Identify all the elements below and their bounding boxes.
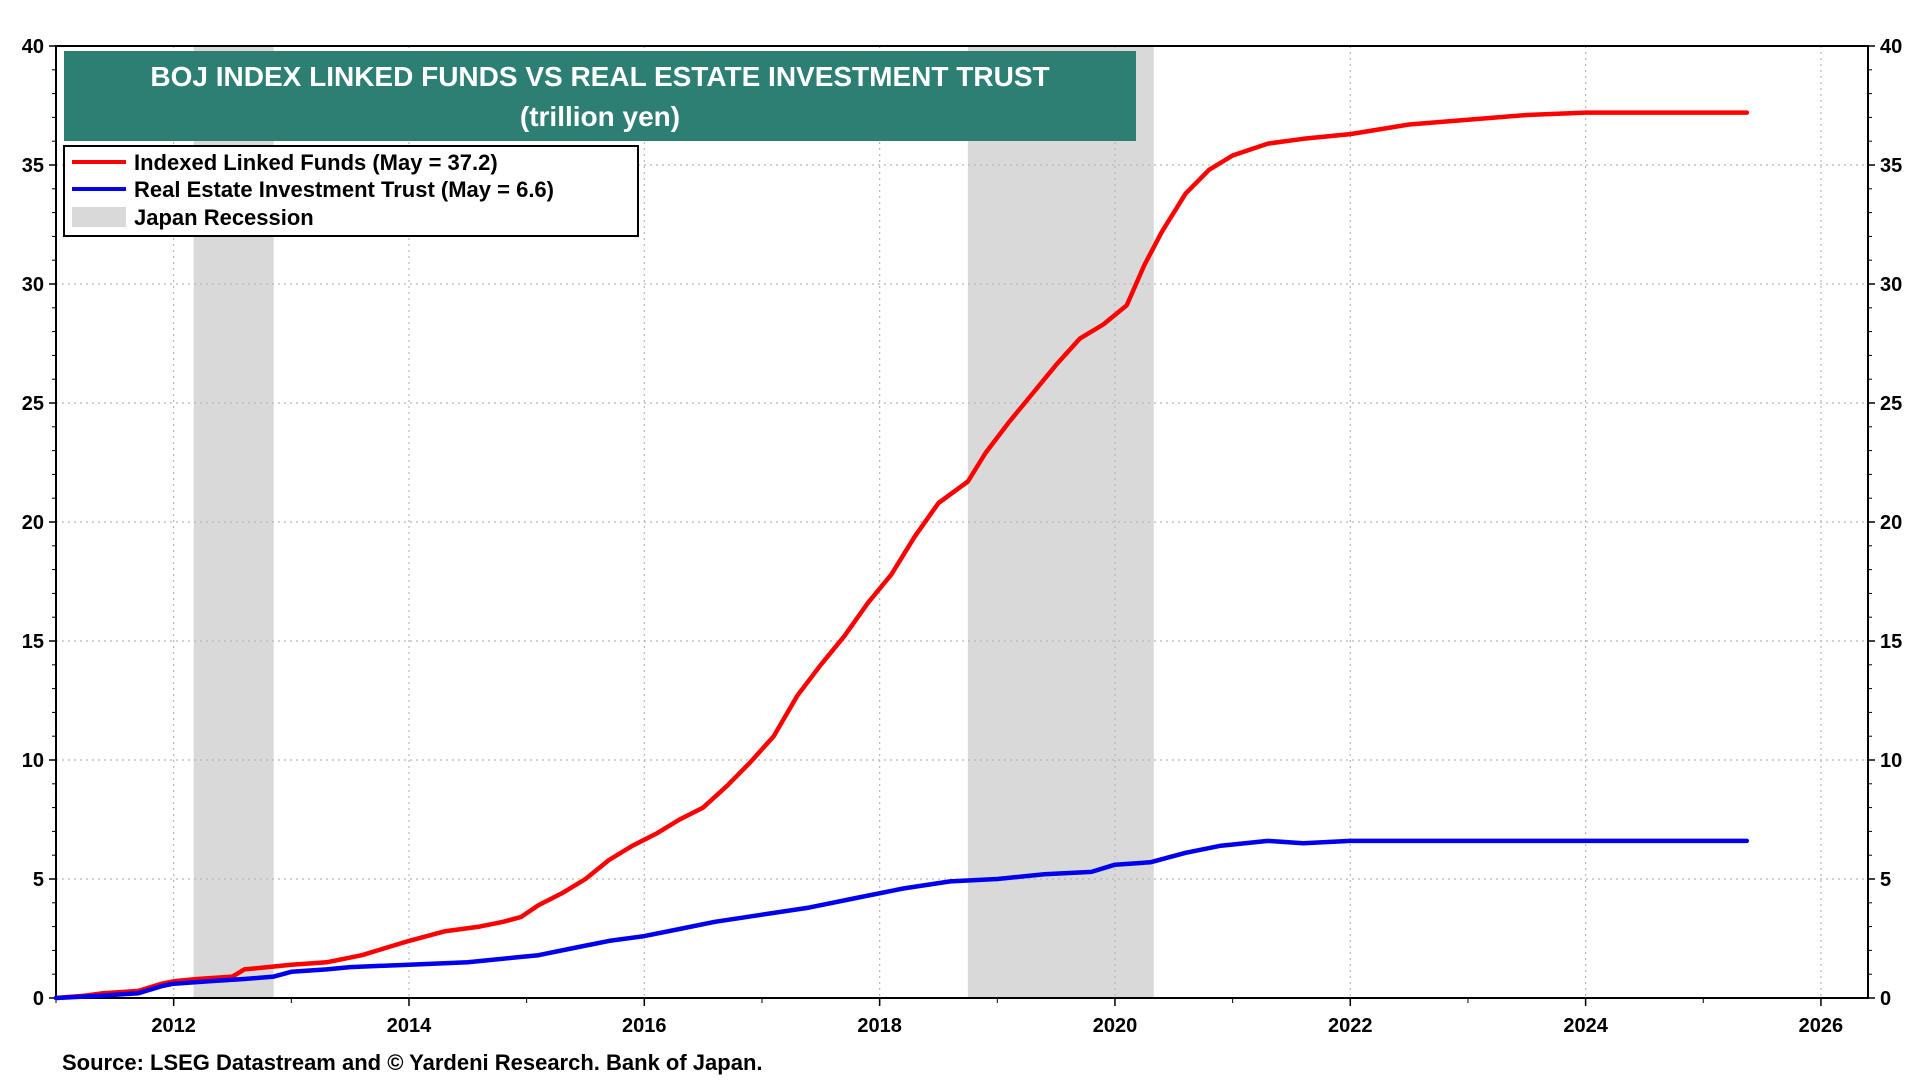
source-note: Source: LSEG Datastream and © Yardeni Re… xyxy=(62,1050,763,1075)
y-tick-label-left: 25 xyxy=(22,393,44,415)
x-tick-label: 2026 xyxy=(1799,1015,1844,1037)
y-tick-label-left: 40 xyxy=(22,36,44,58)
x-tick-label: 2012 xyxy=(151,1015,196,1037)
y-tick-label-right: 15 xyxy=(1880,631,1902,653)
y-tick-label-right: 40 xyxy=(1880,36,1902,58)
x-tick-label: 2018 xyxy=(857,1015,902,1037)
x-tick-label: 2016 xyxy=(622,1015,667,1037)
chart-subtitle: (trillion yen) xyxy=(520,101,680,132)
y-tick-label-left: 20 xyxy=(22,512,44,534)
y-tick-label-left: 5 xyxy=(33,869,44,891)
legend-label-reit: Real Estate Investment Trust (May = 6.6) xyxy=(134,177,554,202)
y-tick-label-right: 20 xyxy=(1880,512,1902,534)
legend-label-indexed-linked-funds: Indexed Linked Funds (May = 37.2) xyxy=(134,150,498,175)
axis-ticks xyxy=(49,45,1875,1006)
series-lines xyxy=(53,110,1750,1001)
y-tick-label-right: 30 xyxy=(1880,274,1902,296)
x-tick-label: 2022 xyxy=(1328,1015,1373,1037)
y-tick-label-left: 15 xyxy=(22,631,44,653)
y-tick-label-left: 35 xyxy=(22,155,44,177)
y-tick-label-right: 5 xyxy=(1880,869,1891,891)
y-tick-label-right: 10 xyxy=(1880,750,1902,772)
legend-label-recession: Japan Recession xyxy=(134,205,314,230)
legend-swatch-recession xyxy=(72,207,126,227)
y-tick-label-left: 0 xyxy=(33,988,44,1010)
x-tick-label: 2014 xyxy=(387,1015,432,1037)
y-tick-label-right: 35 xyxy=(1880,155,1902,177)
legend: Indexed Linked Funds (May = 37.2) Real E… xyxy=(63,145,639,237)
series-line-1 xyxy=(53,838,1750,1001)
series-line-0 xyxy=(53,110,1750,1001)
chart-title: BOJ INDEX LINKED FUNDS VS REAL ESTATE IN… xyxy=(150,61,1049,92)
title-box: BOJ INDEX LINKED FUNDS VS REAL ESTATE IN… xyxy=(64,51,1136,141)
x-tick-label: 2020 xyxy=(1093,1015,1138,1037)
x-tick-label: 2024 xyxy=(1563,1015,1608,1037)
y-axis-left-labels: 0 5 10 15 20 25 30 35 40 xyxy=(22,36,44,1010)
y-tick-label-right: 0 xyxy=(1880,988,1891,1010)
y-tick-label-left: 30 xyxy=(22,274,44,296)
y-tick-label-left: 10 xyxy=(22,750,44,772)
y-axis-right-labels: 0 5 10 15 20 25 30 35 40 xyxy=(1880,36,1902,1010)
x-axis-labels: 2012 2014 2016 2018 2020 2022 2024 2026 xyxy=(151,1015,1843,1037)
y-tick-label-right: 25 xyxy=(1880,393,1902,415)
